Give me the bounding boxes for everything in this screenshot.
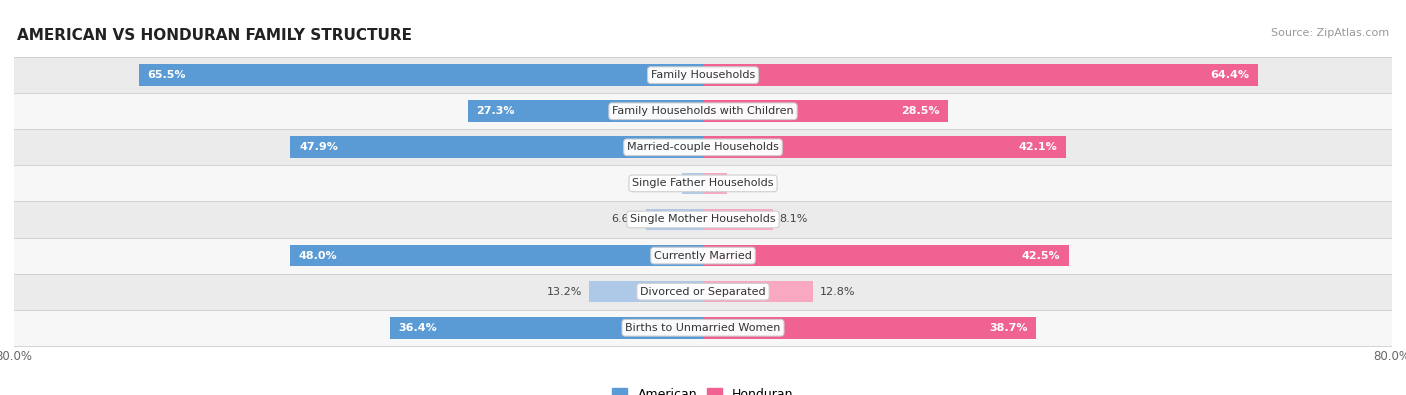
Text: Family Households: Family Households bbox=[651, 70, 755, 80]
Bar bbox=[703, 100, 949, 122]
Text: 42.5%: 42.5% bbox=[1022, 250, 1060, 261]
Bar bbox=[14, 310, 1392, 346]
Text: 8.1%: 8.1% bbox=[780, 214, 808, 224]
Bar bbox=[139, 64, 703, 86]
Bar bbox=[703, 281, 813, 303]
Text: Currently Married: Currently Married bbox=[654, 250, 752, 261]
Text: Births to Unmarried Women: Births to Unmarried Women bbox=[626, 323, 780, 333]
Bar bbox=[703, 137, 1066, 158]
Text: 28.5%: 28.5% bbox=[901, 106, 939, 116]
Bar bbox=[389, 317, 703, 339]
Text: Married-couple Households: Married-couple Households bbox=[627, 142, 779, 152]
Text: Single Father Households: Single Father Households bbox=[633, 179, 773, 188]
Bar bbox=[703, 245, 1069, 266]
Bar bbox=[589, 281, 703, 303]
Text: 6.6%: 6.6% bbox=[612, 214, 640, 224]
Bar bbox=[14, 274, 1392, 310]
Legend: American, Honduran: American, Honduran bbox=[607, 383, 799, 395]
Text: Single Mother Households: Single Mother Households bbox=[630, 214, 776, 224]
Bar bbox=[14, 201, 1392, 237]
Text: Divorced or Separated: Divorced or Separated bbox=[640, 287, 766, 297]
Bar bbox=[647, 209, 703, 230]
Text: 12.8%: 12.8% bbox=[820, 287, 856, 297]
Bar bbox=[703, 173, 727, 194]
Bar bbox=[703, 317, 1036, 339]
Text: 36.4%: 36.4% bbox=[398, 323, 437, 333]
Bar bbox=[291, 137, 703, 158]
Text: AMERICAN VS HONDURAN FAMILY STRUCTURE: AMERICAN VS HONDURAN FAMILY STRUCTURE bbox=[17, 28, 412, 43]
Text: 65.5%: 65.5% bbox=[148, 70, 186, 80]
Bar bbox=[703, 64, 1257, 86]
Text: 13.2%: 13.2% bbox=[547, 287, 582, 297]
Bar bbox=[290, 245, 703, 266]
Text: Source: ZipAtlas.com: Source: ZipAtlas.com bbox=[1271, 28, 1389, 38]
Text: 64.4%: 64.4% bbox=[1211, 70, 1249, 80]
Text: 42.1%: 42.1% bbox=[1018, 142, 1057, 152]
Bar bbox=[14, 166, 1392, 201]
Text: Family Households with Children: Family Households with Children bbox=[612, 106, 794, 116]
Bar bbox=[14, 93, 1392, 129]
Bar bbox=[682, 173, 703, 194]
Bar bbox=[468, 100, 703, 122]
Text: 47.9%: 47.9% bbox=[299, 142, 337, 152]
Text: 27.3%: 27.3% bbox=[477, 106, 515, 116]
Text: 38.7%: 38.7% bbox=[990, 323, 1028, 333]
Text: 48.0%: 48.0% bbox=[298, 250, 337, 261]
Bar bbox=[14, 237, 1392, 274]
Bar bbox=[703, 209, 773, 230]
Text: 2.4%: 2.4% bbox=[647, 179, 675, 188]
Bar bbox=[14, 57, 1392, 93]
Text: 2.8%: 2.8% bbox=[734, 179, 762, 188]
Bar bbox=[14, 129, 1392, 166]
